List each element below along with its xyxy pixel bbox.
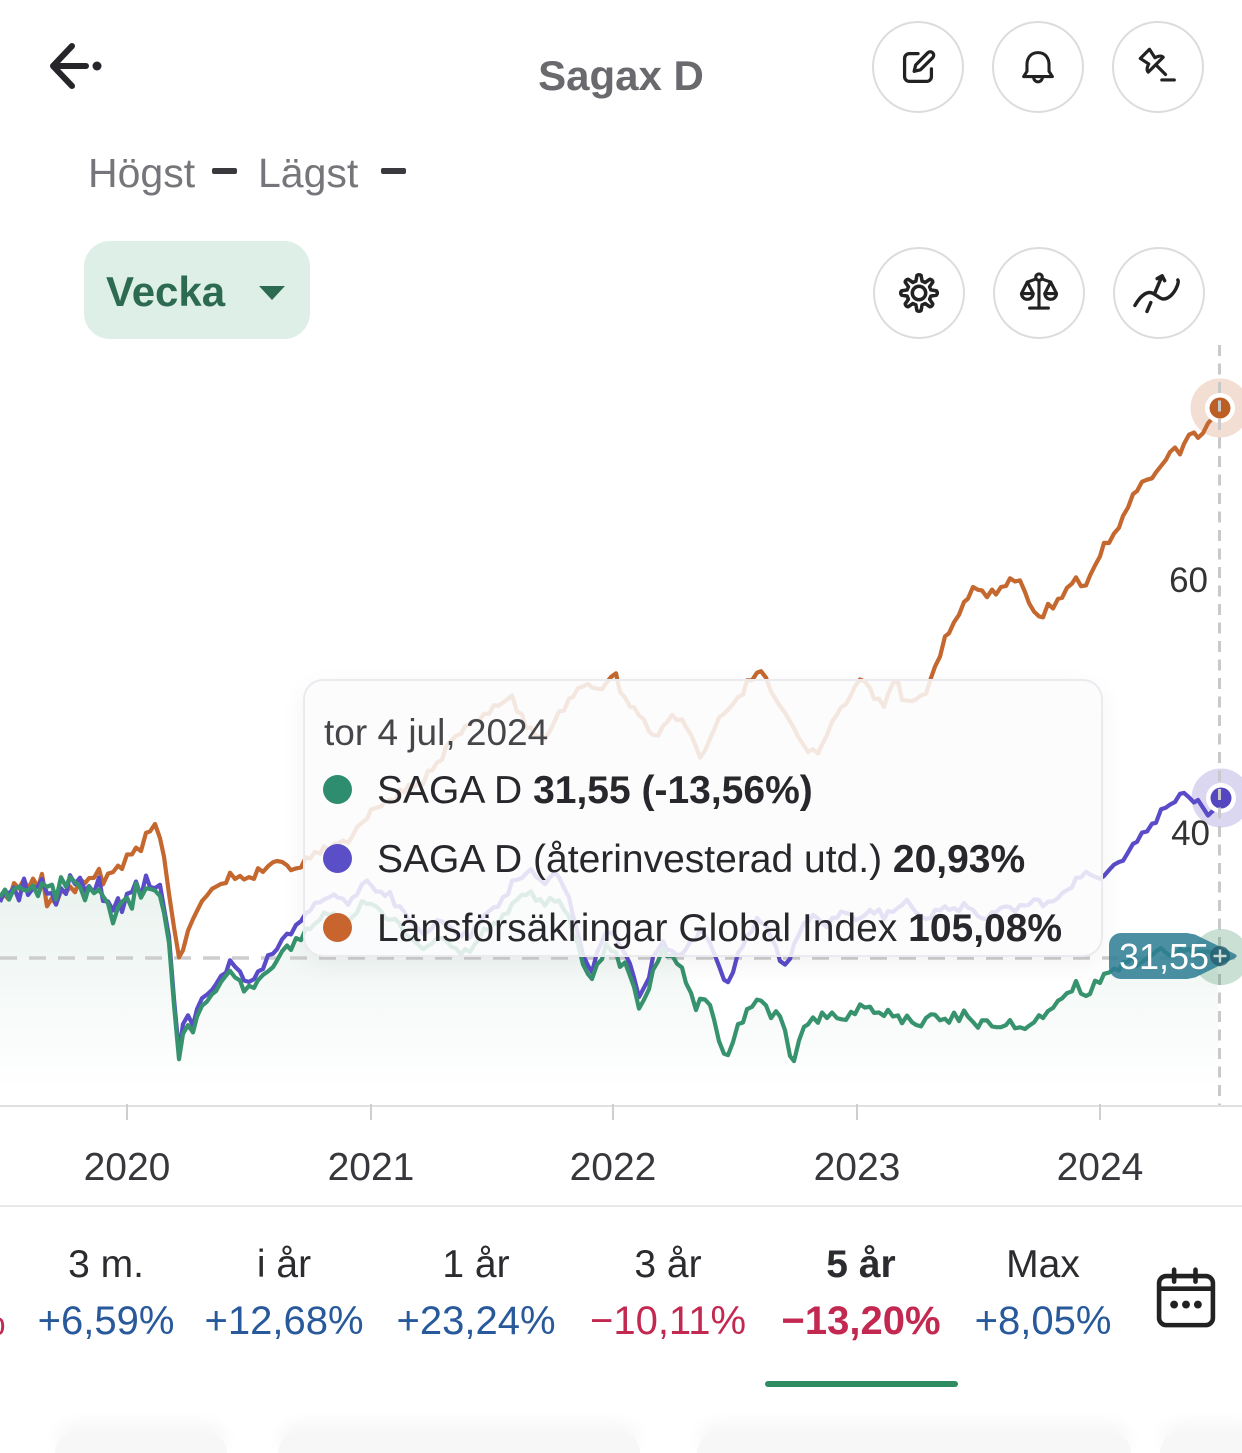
svg-text:60: 60 <box>1169 561 1208 600</box>
svg-text:40: 40 <box>1171 814 1210 853</box>
svg-text:31,55: 31,55 <box>1119 936 1209 977</box>
